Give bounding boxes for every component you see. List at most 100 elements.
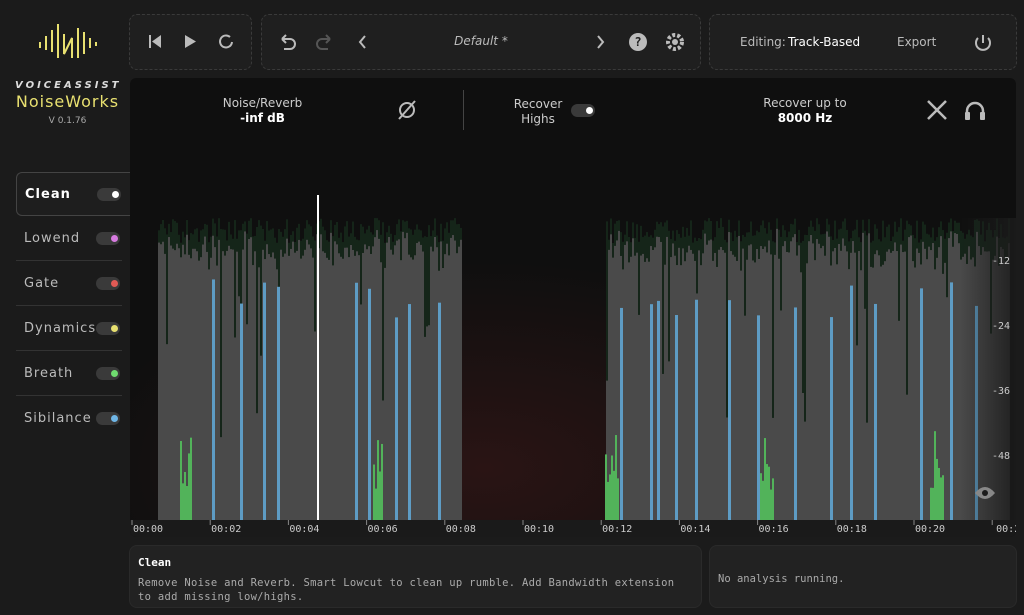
wave-bar [426, 326, 428, 520]
wave-bar [448, 255, 450, 521]
wave-bar [752, 260, 754, 520]
wave-bar [930, 250, 932, 520]
wave-bar [282, 256, 284, 520]
wave-bar [946, 297, 948, 520]
wave-green [772, 478, 774, 520]
visibility[interactable] [973, 485, 997, 501]
skip-start[interactable] [149, 35, 151, 48]
wave-bar [956, 233, 958, 520]
module-toggle[interactable] [96, 412, 120, 425]
wave-bar [814, 260, 816, 520]
module-toggle[interactable] [96, 232, 120, 245]
module-item[interactable]: Dynamics [16, 307, 130, 351]
wave-bar [838, 243, 840, 520]
redo[interactable] [316, 34, 331, 50]
wave-bar [298, 239, 300, 520]
wave-bar [644, 261, 646, 520]
wave-highlight [950, 282, 953, 525]
wave-bar [726, 417, 728, 520]
wave-bar [186, 234, 188, 521]
module-item[interactable]: Sibilance [16, 397, 130, 441]
undo[interactable] [281, 34, 296, 50]
wave-bar [810, 234, 812, 520]
wave-bar [862, 232, 864, 520]
wave-bar [954, 233, 956, 520]
wave-bar [252, 265, 254, 520]
wave-bar [200, 257, 202, 520]
wave-bar [352, 249, 354, 521]
wave-bar [828, 236, 830, 520]
wave-highlight [650, 304, 653, 537]
wave-bar [460, 239, 462, 520]
noise-value[interactable]: -inf dB [240, 111, 285, 125]
wave-green [605, 454, 607, 520]
wave-bar [682, 248, 684, 521]
preset-name[interactable]: Default * [454, 34, 508, 48]
wave-bar [632, 238, 634, 520]
prev-preset[interactable] [358, 35, 366, 49]
wave-bar [818, 243, 820, 521]
loop[interactable] [219, 34, 233, 49]
wave-bar [768, 240, 770, 520]
help[interactable] [629, 33, 647, 51]
wave-bar [936, 257, 938, 520]
module-toggle[interactable] [96, 322, 120, 335]
time-label: 00:18 [837, 524, 867, 535]
module-item[interactable]: Gate [16, 262, 130, 306]
play[interactable] [185, 35, 196, 48]
wave-bar [442, 267, 444, 520]
headphones[interactable] [965, 101, 985, 118]
recover-toggle[interactable] [571, 104, 595, 117]
next-preset[interactable] [597, 35, 605, 49]
wave-bar [912, 261, 914, 520]
wave-bar [376, 230, 378, 521]
wave-bar [230, 249, 232, 520]
module-item[interactable]: Breath [16, 352, 130, 396]
wave-bar [610, 234, 612, 520]
time-ruler [130, 520, 1016, 537]
wave-bar [882, 264, 884, 520]
wave-bar [626, 241, 628, 520]
wave-bar [782, 246, 784, 520]
wave-bar [162, 241, 164, 520]
wave-bar [906, 394, 908, 520]
wave-green [377, 440, 379, 520]
wave-bar [928, 246, 930, 520]
wave-bar [280, 249, 282, 520]
wave-bar [948, 238, 950, 521]
wave-bar [206, 251, 208, 520]
editing-mode[interactable]: Track-Based [788, 35, 861, 49]
settings[interactable] [666, 33, 684, 51]
wave-highlight [368, 288, 371, 531]
wave-highlight [438, 302, 441, 537]
wave-bar [638, 314, 640, 520]
wave-bar [738, 235, 740, 520]
wave-bar [680, 265, 682, 520]
wave-bar [246, 324, 248, 520]
close[interactable] [927, 100, 947, 120]
wave-highlight [728, 300, 731, 537]
wave-bar [668, 361, 670, 520]
module-item[interactable]: Lowend [16, 217, 130, 261]
wave-bar [734, 256, 736, 520]
power[interactable] [972, 32, 994, 54]
module-toggle[interactable] [96, 277, 120, 290]
recover-up-label: Recover up to [763, 96, 847, 110]
module-toggle[interactable] [97, 188, 121, 201]
transport-icons [149, 34, 233, 49]
wave-bar [716, 266, 718, 520]
module-item[interactable]: Clean [16, 172, 131, 216]
wave-bar [720, 246, 722, 520]
wave-bar [344, 247, 346, 520]
wave-bar [760, 246, 762, 520]
wave-bar [914, 267, 916, 520]
recover-up-value[interactable]: 8000 Hz [777, 111, 833, 125]
wave-bar [774, 254, 776, 520]
module-toggle[interactable] [96, 367, 120, 380]
phase-icon[interactable] [395, 98, 419, 122]
wave-bg [802, 240, 804, 520]
wave-bar [284, 253, 286, 521]
export-button[interactable]: Export [897, 35, 937, 49]
module-dot [111, 325, 118, 332]
info-description: Remove Noise and Reverb. Smart Lowcut to… [138, 577, 675, 603]
